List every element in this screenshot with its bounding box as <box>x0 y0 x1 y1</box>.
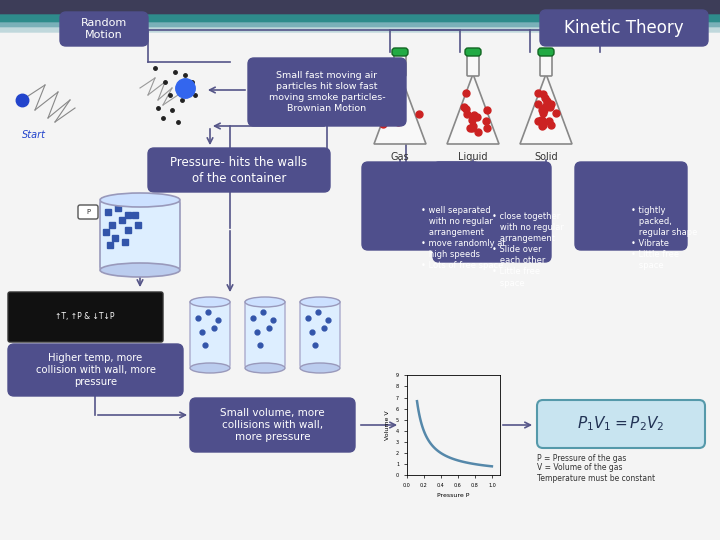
FancyBboxPatch shape <box>540 10 708 46</box>
FancyBboxPatch shape <box>0 23 720 28</box>
FancyBboxPatch shape <box>362 162 480 250</box>
Ellipse shape <box>190 297 230 307</box>
Text: Gas: Gas <box>391 152 409 162</box>
Text: Pressure- hits the walls
of the container: Pressure- hits the walls of the containe… <box>171 156 307 185</box>
FancyBboxPatch shape <box>394 54 406 76</box>
FancyBboxPatch shape <box>392 48 408 56</box>
Text: Temperature must be constant: Temperature must be constant <box>537 474 655 483</box>
Ellipse shape <box>100 193 180 207</box>
FancyBboxPatch shape <box>467 54 479 76</box>
FancyBboxPatch shape <box>465 48 481 56</box>
Text: • well separated
   with no regular
   arrangement
• move randomly at
   high sp: • well separated with no regular arrange… <box>421 206 505 271</box>
Text: Small fast moving air
particles hit slow fast
moving smoke particles-
Brownian M: Small fast moving air particles hit slow… <box>269 71 385 113</box>
FancyBboxPatch shape <box>190 398 355 452</box>
FancyBboxPatch shape <box>433 162 551 262</box>
Text: • tightly
   packed,
   regular shape
• Vibrate
• Little free
   space: • tightly packed, regular shape • Vibrat… <box>631 206 698 271</box>
Polygon shape <box>520 74 572 144</box>
Y-axis label: Volume V: Volume V <box>385 410 390 440</box>
FancyBboxPatch shape <box>538 48 554 56</box>
Text: P: P <box>86 209 90 215</box>
Polygon shape <box>374 74 426 144</box>
Ellipse shape <box>245 297 285 307</box>
FancyBboxPatch shape <box>100 200 180 270</box>
Text: Small volume, more
collisions with wall,
more pressure: Small volume, more collisions with wall,… <box>220 408 325 442</box>
FancyBboxPatch shape <box>8 292 163 342</box>
Text: Kinetic Theory: Kinetic Theory <box>564 19 684 37</box>
FancyBboxPatch shape <box>0 15 720 23</box>
Text: $P_1V_1 = P_2V_2$: $P_1V_1 = P_2V_2$ <box>577 415 665 433</box>
Text: Random
Motion: Random Motion <box>81 18 127 40</box>
Text: Higher temp, more
collision with wall, more
pressure: Higher temp, more collision with wall, m… <box>35 353 156 387</box>
Text: ↑T, ↑P & ↓T↓P: ↑T, ↑P & ↓T↓P <box>55 313 114 321</box>
X-axis label: Pressure P: Pressure P <box>438 494 469 498</box>
Text: V = Volume of the gas: V = Volume of the gas <box>537 463 623 472</box>
Ellipse shape <box>100 263 180 277</box>
FancyBboxPatch shape <box>8 344 183 396</box>
Ellipse shape <box>300 363 340 373</box>
FancyBboxPatch shape <box>248 58 406 126</box>
FancyBboxPatch shape <box>537 400 705 448</box>
FancyBboxPatch shape <box>78 205 98 219</box>
FancyBboxPatch shape <box>0 0 720 15</box>
Text: Start: Start <box>22 130 46 140</box>
Ellipse shape <box>300 297 340 307</box>
Polygon shape <box>447 74 499 144</box>
FancyBboxPatch shape <box>60 12 148 46</box>
FancyBboxPatch shape <box>245 300 285 368</box>
Ellipse shape <box>190 363 230 373</box>
Text: • close together
   with no regular
   arrangement
• Slide over
   each other
• : • close together with no regular arrange… <box>492 212 564 288</box>
Text: Solid: Solid <box>534 152 558 162</box>
FancyBboxPatch shape <box>0 28 720 32</box>
FancyBboxPatch shape <box>148 148 330 192</box>
Text: P = Pressure of the gas: P = Pressure of the gas <box>537 454 626 463</box>
FancyBboxPatch shape <box>540 54 552 76</box>
FancyBboxPatch shape <box>575 162 687 250</box>
Ellipse shape <box>245 363 285 373</box>
Text: Liquid: Liquid <box>458 152 487 162</box>
FancyBboxPatch shape <box>190 300 230 368</box>
FancyBboxPatch shape <box>300 300 340 368</box>
